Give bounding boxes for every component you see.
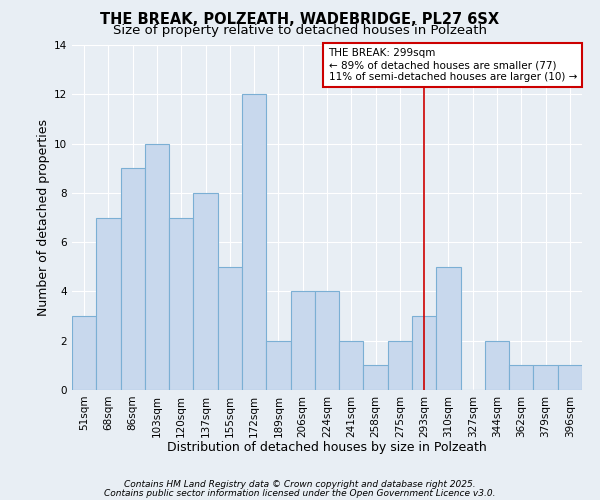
Bar	[485, 340, 509, 390]
Bar	[218, 267, 242, 390]
Bar	[145, 144, 169, 390]
Bar	[339, 340, 364, 390]
Bar	[121, 168, 145, 390]
Bar	[509, 366, 533, 390]
Bar	[169, 218, 193, 390]
Y-axis label: Number of detached properties: Number of detached properties	[37, 119, 50, 316]
Bar	[193, 193, 218, 390]
Bar	[364, 366, 388, 390]
Bar	[533, 366, 558, 390]
Text: THE BREAK: 299sqm
← 89% of detached houses are smaller (77)
11% of semi-detached: THE BREAK: 299sqm ← 89% of detached hous…	[329, 48, 577, 82]
Text: Contains HM Land Registry data © Crown copyright and database right 2025.: Contains HM Land Registry data © Crown c…	[124, 480, 476, 489]
Text: THE BREAK, POLZEATH, WADEBRIDGE, PL27 6SX: THE BREAK, POLZEATH, WADEBRIDGE, PL27 6S…	[100, 12, 500, 28]
Text: Size of property relative to detached houses in Polzeath: Size of property relative to detached ho…	[113, 24, 487, 37]
Bar	[290, 292, 315, 390]
Bar	[96, 218, 121, 390]
Bar	[266, 340, 290, 390]
Bar	[388, 340, 412, 390]
Bar	[558, 366, 582, 390]
Bar	[436, 267, 461, 390]
Bar	[72, 316, 96, 390]
Bar	[412, 316, 436, 390]
X-axis label: Distribution of detached houses by size in Polzeath: Distribution of detached houses by size …	[167, 441, 487, 454]
Bar	[315, 292, 339, 390]
Bar	[242, 94, 266, 390]
Text: Contains public sector information licensed under the Open Government Licence v3: Contains public sector information licen…	[104, 488, 496, 498]
